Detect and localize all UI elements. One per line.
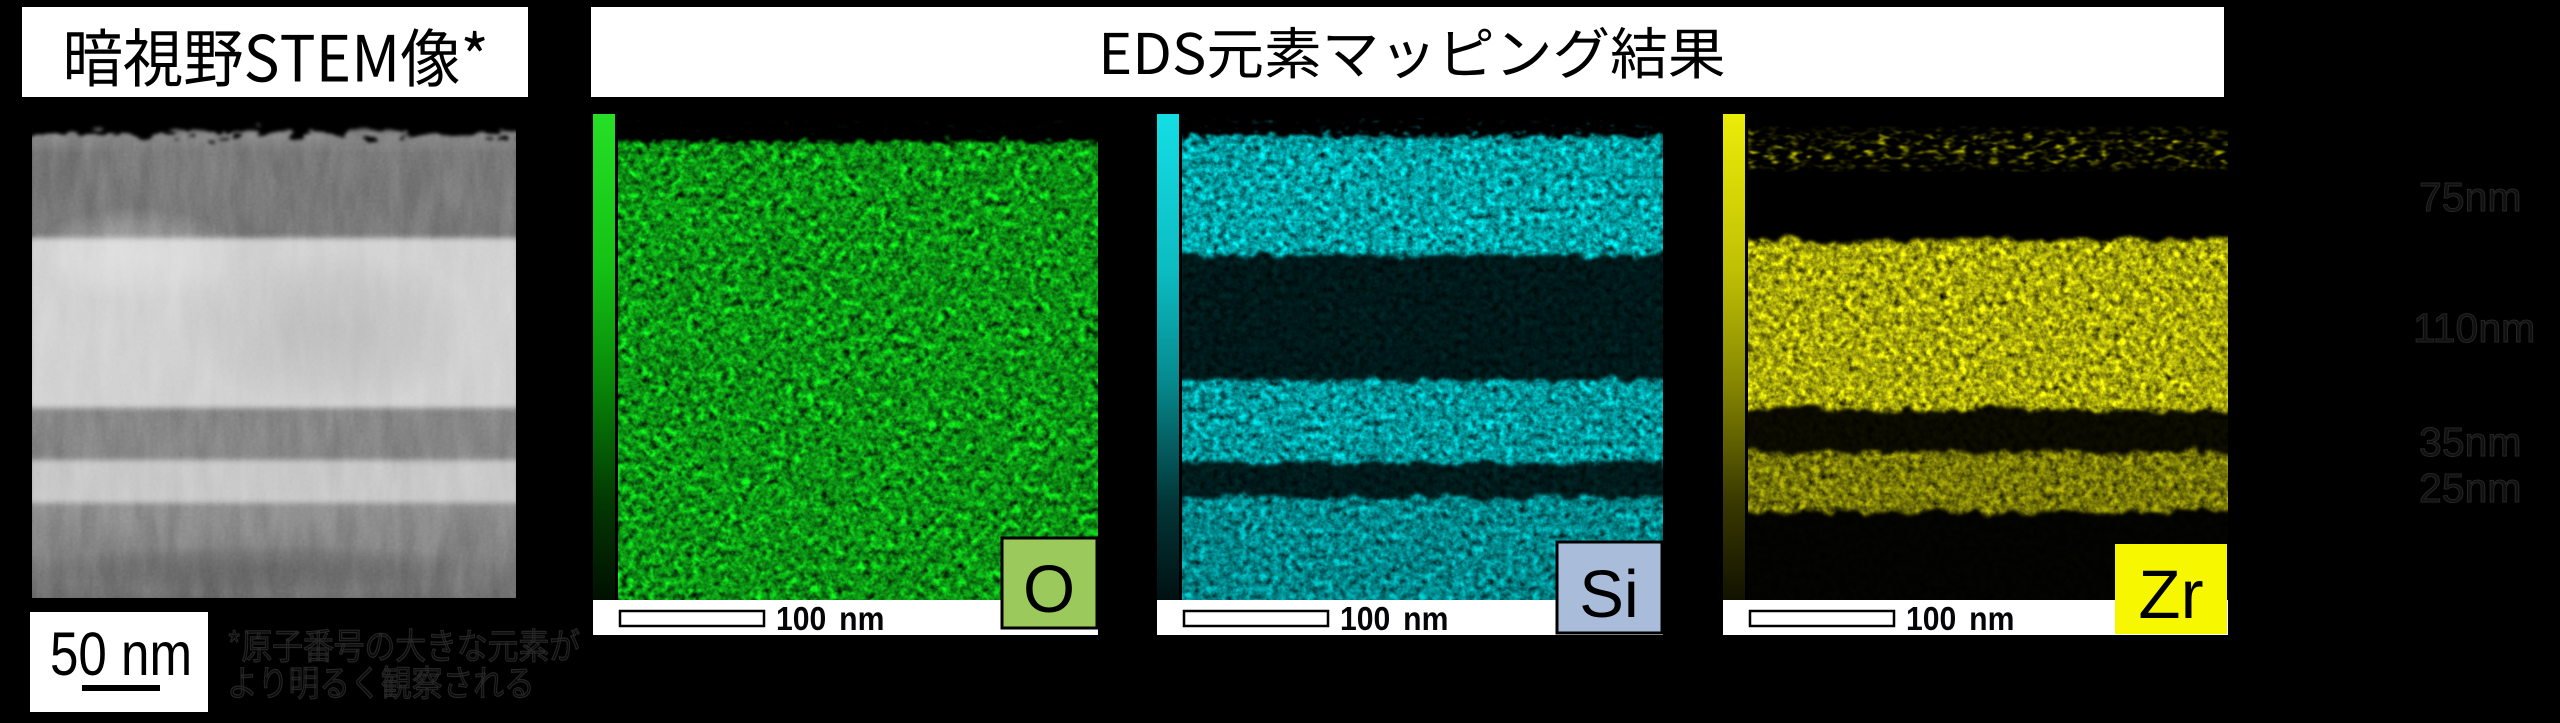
svg-text:O: O xyxy=(1023,552,1075,627)
svg-text:110nm: 110nm xyxy=(2413,305,2535,351)
svg-text:100 nm: 100 nm xyxy=(776,600,884,638)
svg-text:50 nm: 50 nm xyxy=(50,620,192,688)
svg-text:35nm: 35nm xyxy=(2419,419,2522,465)
svg-text:25nm: 25nm xyxy=(2419,465,2522,511)
svg-text:100 nm: 100 nm xyxy=(1906,600,2014,638)
svg-text:100 nm: 100 nm xyxy=(1340,600,1448,638)
svg-text:Zr: Zr xyxy=(2138,556,2203,633)
svg-text:75nm: 75nm xyxy=(2419,174,2522,220)
svg-text:Si: Si xyxy=(1579,557,1639,632)
